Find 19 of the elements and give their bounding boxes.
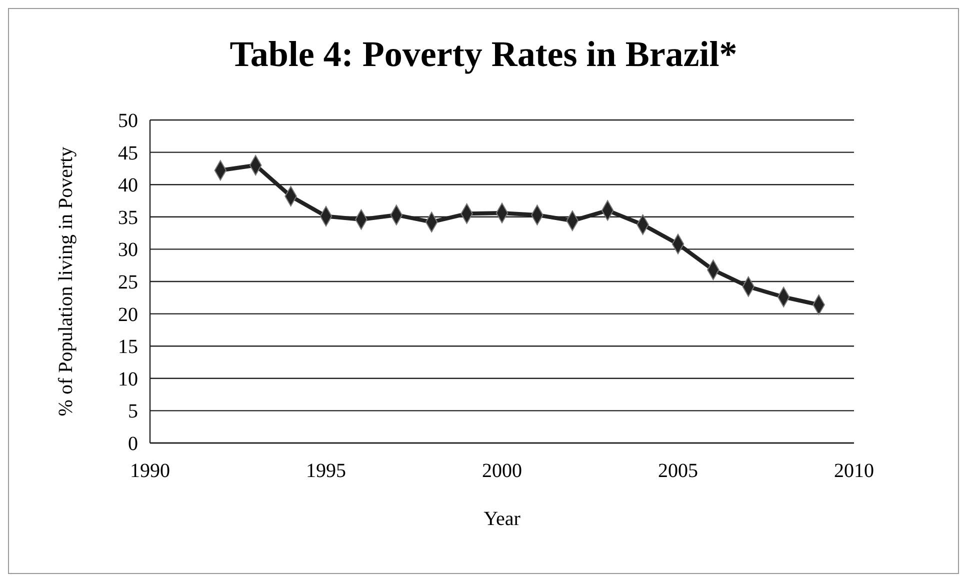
x-tick-label: 1995	[306, 460, 346, 482]
y-tick-label: 35	[118, 206, 138, 229]
x-tick-label: 2000	[482, 460, 522, 482]
y-tick-label: 20	[118, 304, 138, 326]
y-tick-label: 50	[118, 110, 138, 132]
y-axis-title: % of Population living in Poverty	[55, 146, 77, 416]
x-tick-label: 2005	[658, 460, 698, 482]
y-tick-label: 30	[118, 239, 138, 262]
y-tick-label: 40	[118, 174, 138, 197]
x-tick-label: 1990	[130, 460, 170, 482]
x-tick-label: 2010	[834, 460, 874, 482]
y-tick-label: 15	[118, 336, 138, 358]
x-axis-title: Year	[484, 508, 521, 530]
y-tick-label: 0	[128, 433, 138, 455]
y-tick-label: 25	[118, 272, 138, 294]
y-tick-label: 45	[118, 142, 138, 164]
chart-title: Table 4: Poverty Rates in Brazil*	[230, 34, 738, 74]
y-tick-label: 5	[128, 400, 138, 423]
y-tick-label: 10	[118, 368, 138, 390]
